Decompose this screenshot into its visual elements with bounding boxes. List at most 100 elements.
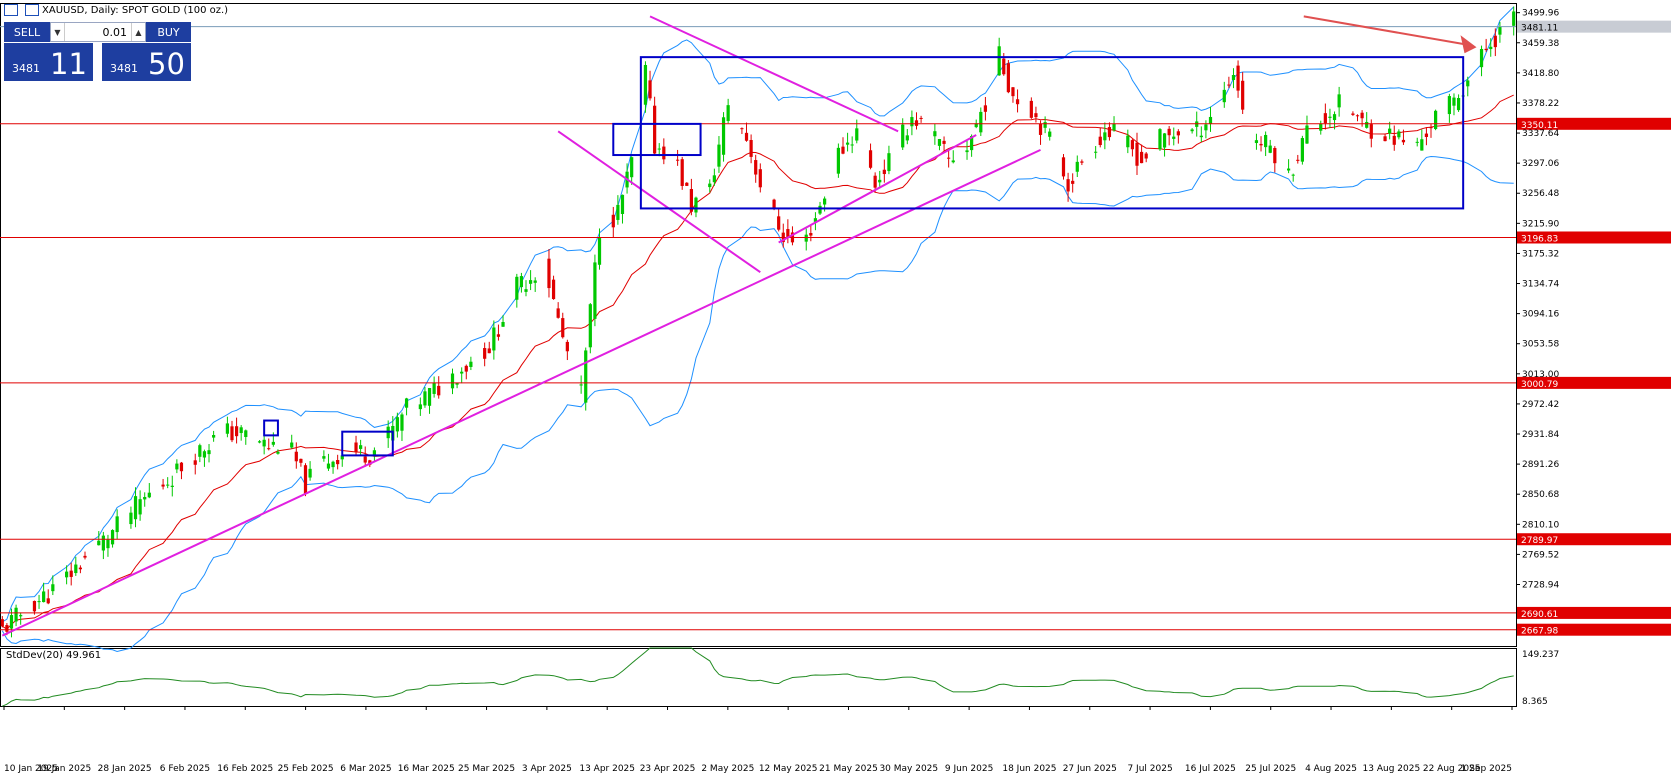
candle-body [786,229,790,237]
candle-body [423,391,427,406]
grid-menu-icon[interactable] [4,4,18,16]
candle-body [299,458,303,463]
candle-body [1144,153,1148,159]
candle-body [1080,161,1084,163]
candle-body [1479,48,1484,68]
candle-body [0,619,4,627]
candle-body [951,160,955,163]
x-tick-label: 25 Mar 2025 [458,764,515,774]
candle-body [1305,125,1309,144]
candle-body [147,492,151,498]
candle-body [400,414,404,431]
candle-body [460,371,464,374]
candle-body [450,373,455,389]
candle-body [501,322,505,327]
y-tick-label: 2810.10 [1522,520,1559,530]
candle-body [675,159,680,161]
range-box [612,122,702,157]
candle-body [1167,128,1171,136]
candle-body [680,159,684,186]
x-tick-label: 19 Jan 2025 [37,764,91,774]
candle-body [1360,112,1364,119]
level-price-label: 3196.83 [1521,234,1558,244]
candle-body [1498,26,1502,35]
candle-body [1227,84,1231,86]
candle-body [813,218,818,222]
lot-value[interactable]: 0.01 [102,25,128,39]
candle-body [1130,140,1135,150]
x-tick-label: 7 Jul 2025 [1127,764,1172,774]
candle-body [1139,151,1144,164]
level-price-label: 3481.11 [1521,24,1558,34]
candle-body [868,150,873,168]
candle-body [1222,89,1226,103]
candle-body [115,516,119,533]
candle-body [207,450,211,455]
buy-button[interactable]: BUY [146,22,191,42]
candle-body [657,148,661,150]
x-tick-label: 27 Jun 2025 [1063,764,1117,774]
trend-line [778,134,977,244]
x-tick-label: 30 May 2025 [879,764,938,774]
candle-body [363,456,367,463]
y-tick-label: 2850.68 [1522,490,1559,500]
x-tick-label: 4 Aug 2025 [1305,764,1357,774]
candle-body [37,601,41,603]
sell-button[interactable]: SELL [4,22,50,42]
candle-body [1415,141,1419,143]
x-tick-label: 13 Aug 2025 [1363,764,1421,774]
candle-body [942,140,946,144]
candle-body [974,123,978,128]
x-tick-label: 21 May 2025 [819,764,878,774]
window-icon[interactable] [25,4,39,16]
candle-body [556,308,560,318]
candle-body [65,571,69,578]
lot-increment-icon[interactable]: ▲ [131,23,145,41]
candle-body [1355,115,1360,117]
candle-body [1268,145,1272,153]
y-tick-label: 2728.94 [1522,580,1559,590]
x-tick-label: 6 Mar 2025 [340,764,391,774]
candle-body [914,120,919,126]
candle-body [1452,97,1456,106]
candle-body [905,135,909,141]
x-tick-label: 23 Apr 2025 [640,764,696,774]
chart-title: XAUUSD, Daily: SPOT GOLD (100 oz.) [42,4,229,16]
candle-body [1323,113,1327,124]
candle-body [772,199,776,209]
x-tick-label: 16 Jul 2025 [1185,764,1236,774]
buy-price-box[interactable]: 3481 50 [102,43,191,81]
candle-body [561,318,565,338]
candle-body [565,341,569,352]
candle-body [997,46,1001,76]
candle-body [818,205,822,214]
range-box [341,430,394,457]
y-tick-label: 3094.16 [1522,310,1559,320]
candle-body [878,179,882,183]
candle-body [643,64,648,105]
candle-body [740,128,744,130]
level-price-label: 2667.98 [1521,627,1558,637]
candle-body [579,384,583,386]
candle-body [1254,140,1259,144]
sell-price-box[interactable]: 3481 11 [4,43,93,81]
candle-body [276,451,280,454]
candle-body [1103,132,1107,141]
candle-body [694,197,698,213]
candle-body [487,348,491,354]
y-tick-label: 3175.32 [1522,249,1559,259]
candle-body [483,348,487,359]
candle-body [294,451,298,462]
x-tick-label: 1 Sep 2025 [1461,764,1512,774]
candle-body [372,450,377,456]
buy-price-big: 50 [148,47,185,81]
candle-body [179,462,184,472]
candle-body [515,276,519,300]
x-tick-label: 6 Feb 2025 [160,764,210,774]
lot-decrement-icon[interactable]: ▼ [51,23,65,41]
candle-body [749,140,753,157]
candle-body [1259,143,1263,146]
lot-size-field[interactable]: ▼ 0.01 ▲ [50,22,146,42]
candle-body [1424,133,1429,137]
